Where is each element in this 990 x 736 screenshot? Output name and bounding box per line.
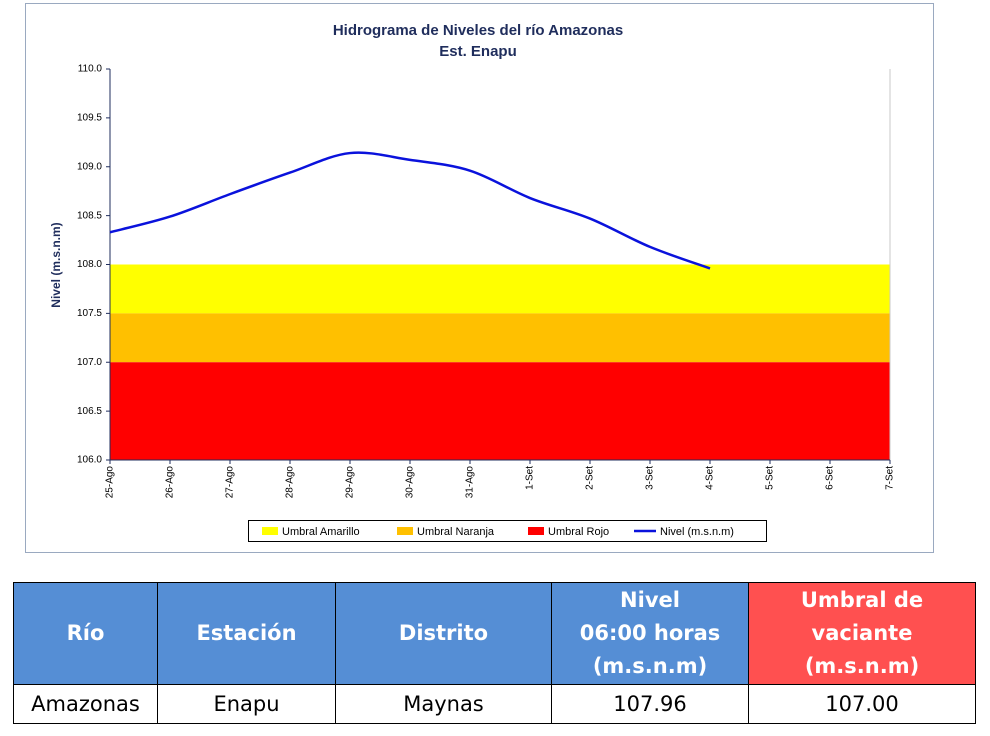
y-tick-label: 109.0 bbox=[77, 161, 102, 172]
legend-swatch bbox=[262, 527, 278, 535]
threshold-band bbox=[110, 362, 890, 460]
y-tick-label: 110.0 bbox=[78, 64, 103, 75]
x-tick-label: 5-Set bbox=[765, 466, 776, 490]
y-tick-label: 106.5 bbox=[77, 406, 102, 417]
x-tick-label: 7-Set bbox=[885, 466, 896, 490]
chart-subtitle: Est. Enapu bbox=[439, 43, 517, 60]
legend-label: Umbral Amarillo bbox=[282, 526, 360, 538]
y-tick-label: 108.0 bbox=[77, 259, 102, 270]
legend-label: Umbral Rojo bbox=[548, 526, 609, 538]
series-line bbox=[109, 151, 711, 270]
table-cell: Enapu bbox=[157, 684, 336, 724]
y-tick-label: 108.5 bbox=[77, 210, 102, 221]
x-tick-label: 29-Ago bbox=[345, 466, 356, 499]
legend-label: Nivel (m.s.n.m) bbox=[660, 526, 734, 538]
legend-label: Umbral Naranja bbox=[417, 526, 495, 538]
x-tick-label: 1-Set bbox=[525, 466, 536, 490]
table-header: Nivel 06:00 horas (m.s.n.m) bbox=[551, 582, 749, 685]
x-tick-label: 4-Set bbox=[705, 466, 716, 490]
table-cell: Maynas bbox=[335, 684, 552, 724]
table-header: Umbral de vaciante (m.s.n.m) bbox=[748, 582, 976, 685]
table-cell: 107.00 bbox=[748, 684, 976, 724]
threshold-band bbox=[110, 313, 890, 363]
x-tick-label: 27-Ago bbox=[225, 466, 236, 499]
table-header: Estación bbox=[157, 582, 336, 685]
x-tick-label: 2-Set bbox=[585, 466, 596, 490]
legend-box bbox=[248, 520, 767, 542]
x-tick-label: 28-Ago bbox=[285, 466, 296, 499]
y-axis-title: Nivel (m.s.n.m) bbox=[49, 222, 63, 307]
y-tick-label: 107.0 bbox=[77, 357, 102, 368]
legend-swatch bbox=[528, 527, 544, 535]
chart: Hidrograma de Niveles del río Amazonas E… bbox=[25, 3, 934, 553]
y-tick-label: 109.5 bbox=[77, 113, 102, 124]
x-tick-label: 26-Ago bbox=[165, 466, 176, 499]
table-cell: 107.96 bbox=[551, 684, 749, 724]
y-tick-label: 106.0 bbox=[77, 455, 102, 466]
threshold-band bbox=[110, 264, 890, 314]
y-tick-label: 107.5 bbox=[77, 308, 102, 319]
chart-title: Hidrograma de Niveles del río Amazonas bbox=[333, 22, 623, 39]
x-tick-label: 30-Ago bbox=[405, 466, 416, 499]
table-cell: Amazonas bbox=[13, 684, 158, 724]
x-tick-label: 6-Set bbox=[825, 466, 836, 490]
x-tick-label: 3-Set bbox=[645, 466, 656, 490]
legend-swatch bbox=[397, 527, 413, 535]
data-table: Río Estación Distrito Nivel 06:00 horas … bbox=[13, 582, 976, 724]
table-header: Distrito bbox=[335, 582, 552, 685]
table-header: Río bbox=[13, 582, 158, 685]
x-tick-label: 31-Ago bbox=[465, 466, 476, 499]
x-tick-label: 25-Ago bbox=[105, 466, 116, 499]
